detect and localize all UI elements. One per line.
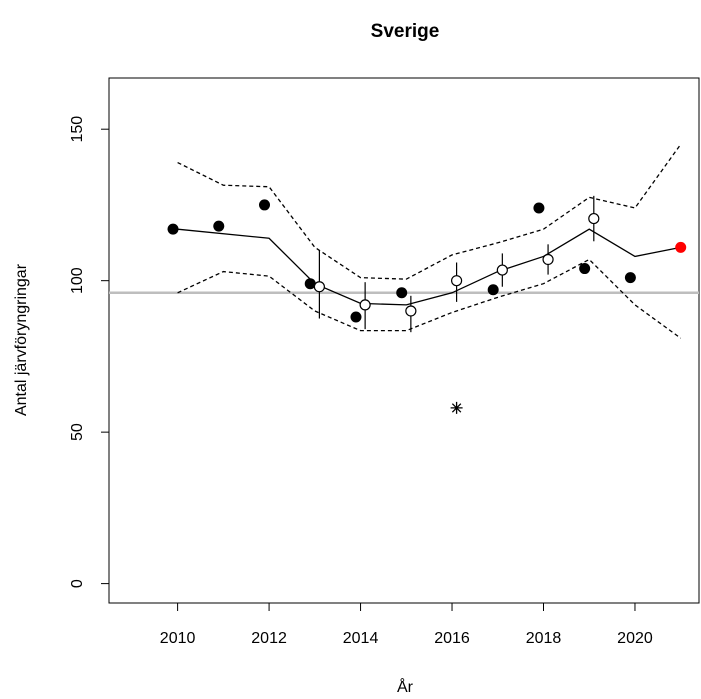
x-tick-label: 2016 [434, 630, 470, 647]
x-tick-label: 2020 [617, 630, 653, 647]
y-tick-label: 0 [69, 579, 86, 588]
observed-point [487, 284, 499, 296]
asterisk-point [450, 401, 463, 414]
plot-frame [108, 77, 700, 604]
index-point [405, 305, 417, 317]
observed-point [350, 311, 362, 323]
observed-point [213, 220, 225, 232]
observed-point [624, 272, 636, 284]
x-tick-label: 2012 [251, 630, 287, 647]
index-point [450, 275, 463, 287]
y-tick-label: 150 [69, 116, 86, 143]
observed-point [533, 202, 545, 214]
observed-point [304, 278, 316, 290]
observed-point [167, 223, 179, 235]
index-point [359, 299, 371, 311]
x-tick-label: 2014 [343, 630, 379, 647]
y-tick-label: 50 [69, 423, 86, 441]
observed-point [259, 199, 271, 211]
trend-line [177, 258, 682, 339]
index-point [496, 264, 508, 276]
x-tick-label: 2018 [526, 630, 562, 647]
index-point [542, 253, 554, 266]
chart-title: Sverige [371, 21, 440, 42]
x-tick-label: 2010 [160, 630, 196, 647]
y-tick-label: 100 [69, 267, 86, 294]
trend-line [177, 143, 682, 280]
trend-line [177, 228, 681, 306]
observed-point [579, 263, 591, 275]
index-point [313, 281, 325, 293]
observed-point [675, 241, 687, 253]
index-point [588, 212, 600, 225]
x-axis-label: År [397, 677, 414, 696]
observed-point [396, 287, 408, 299]
y-axis-label: Antal järvföryngringar [13, 263, 30, 416]
